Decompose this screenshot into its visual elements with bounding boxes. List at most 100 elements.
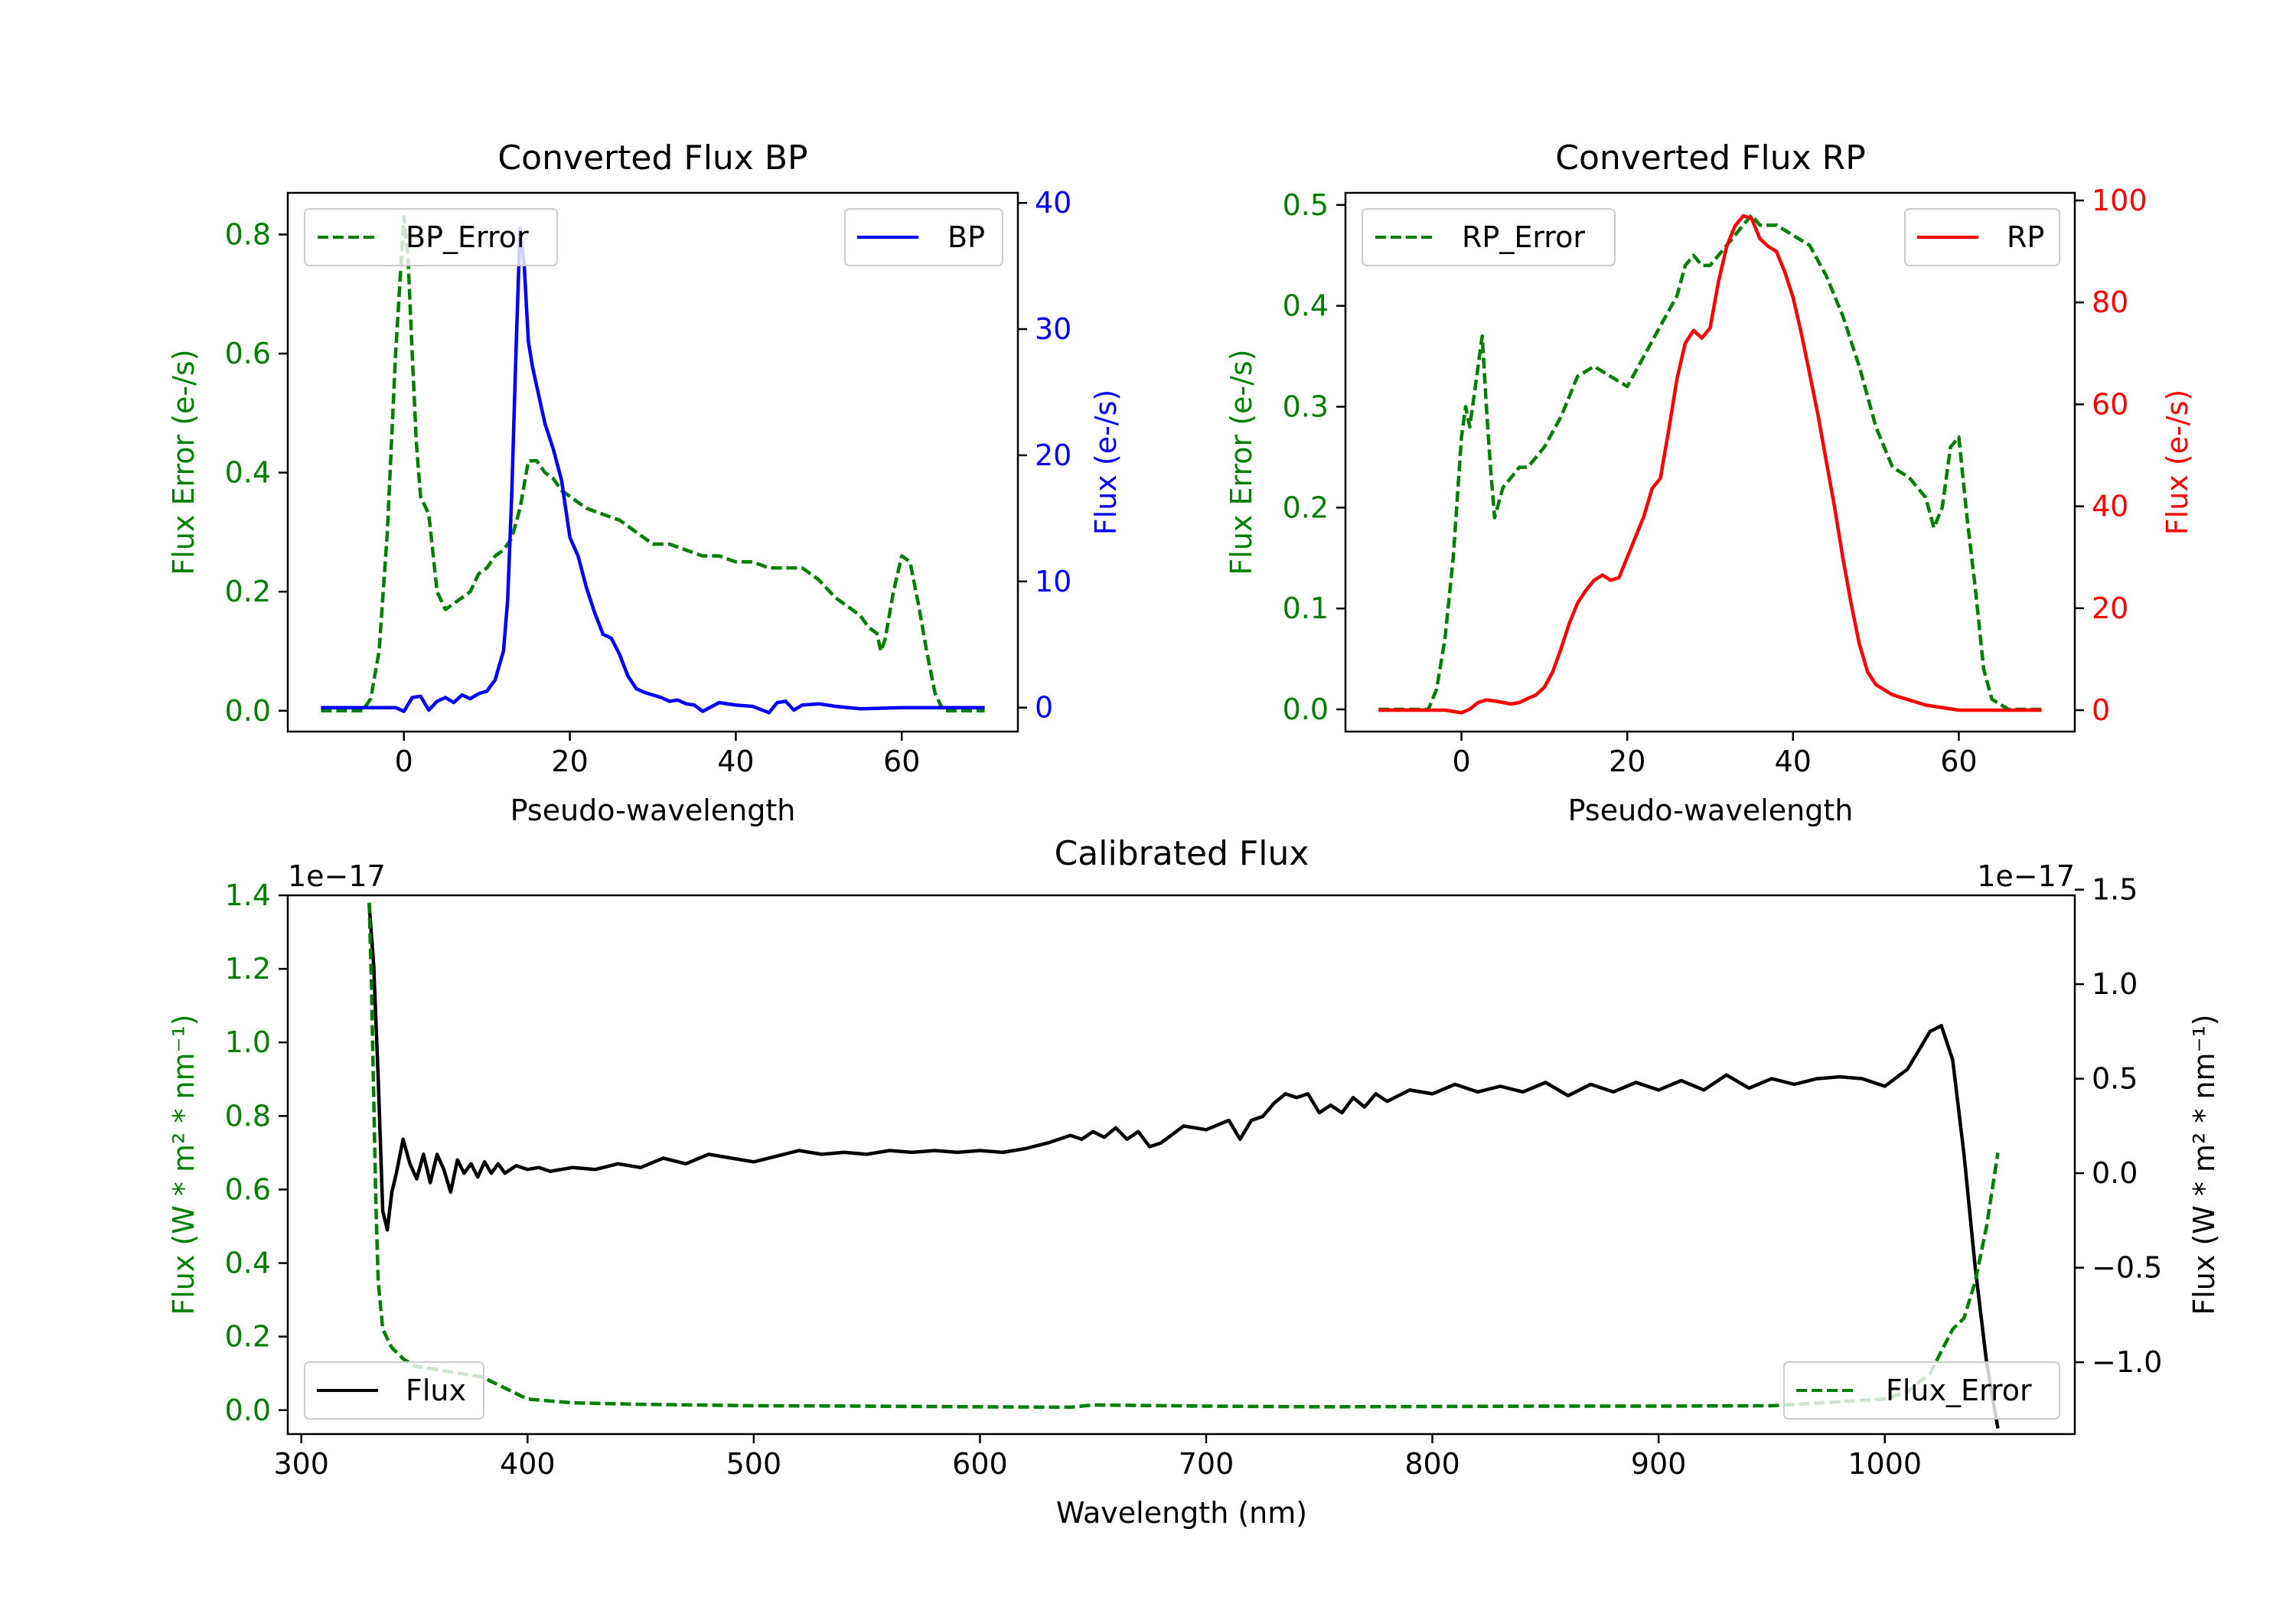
cal-ytick-left-label: 1.4 <box>225 878 271 912</box>
cal-yticks-right: −1.0 −0.5 0.0 0.5 1.0 1.5 <box>2075 873 2162 1379</box>
rp-xtick-label: 20 <box>1609 745 1645 778</box>
rp-ytick-right-label: 40 <box>2092 490 2128 523</box>
bp-series-bp-error-line <box>321 214 985 713</box>
bp-ylabel-left: Flux Error (e-/s) <box>167 349 201 575</box>
bp-ytick-right-label: 10 <box>1035 565 1071 598</box>
cal-ytick-left-label: 0.2 <box>225 1320 271 1354</box>
rp-legend-flux-label: RP <box>2007 220 2044 254</box>
cal-legend-flux: Flux <box>304 1361 484 1420</box>
cal-legend-error-label: Flux_Error <box>1886 1374 2032 1407</box>
bp-legend-error: BP_Error <box>304 208 558 266</box>
cal-ytick-right-label: −1.0 <box>2092 1345 2162 1379</box>
cal-ylabel-right: Flux (W * m² * nm⁻¹) <box>2187 1014 2221 1315</box>
bp-xtick-label: 20 <box>551 745 588 778</box>
rp-ytick-left-label: 0.5 <box>1283 188 1329 222</box>
cal-ytick-right-label: 0.5 <box>2092 1062 2138 1096</box>
cal-ytick-right-label: 0.0 <box>2092 1156 2138 1190</box>
cal-yticks-left: 0.0 0.2 0.4 0.6 0.8 1.0 1.2 1.4 <box>225 878 288 1427</box>
cal-xtick-label: 500 <box>726 1447 782 1481</box>
rp-ytick-right-label: 0 <box>2092 693 2110 727</box>
bp-ytick-left-label: 0.2 <box>225 575 271 608</box>
rp-ytick-right-label: 100 <box>2092 184 2148 217</box>
rp-legend-flux: RP <box>1904 208 2060 266</box>
cal-xtick-label: 1000 <box>1848 1447 1922 1481</box>
rp-series-rp-error-line <box>1378 213 2042 712</box>
bp-ytick-left-label: 0.4 <box>225 456 271 490</box>
rp-series-rp-line <box>1378 214 2042 715</box>
cal-xtick-label: 400 <box>500 1447 556 1481</box>
bp-ylabel-right: Flux (e-/s) <box>1089 390 1123 535</box>
rp-ytick-right-label: 60 <box>2092 387 2128 421</box>
bp-xticks: 0 20 40 60 <box>395 732 920 778</box>
rp-xtick-label: 0 <box>1453 745 1471 778</box>
panel-calibrated: Calibrated Flux 1e−17 1e−17 300 400 500 600… <box>167 834 2221 1530</box>
bp-xtick-label: 40 <box>717 745 754 778</box>
rp-series-layer <box>1378 213 2042 715</box>
rp-legend-error: RP_Error <box>1362 208 1616 266</box>
cal-ytick-left-label: 0.6 <box>225 1172 271 1206</box>
cal-ytick-right-label: 1.0 <box>2092 967 2138 1001</box>
cal-title: Calibrated Flux <box>1055 834 1309 873</box>
bp-ytick-right-label: 30 <box>1035 312 1071 346</box>
cal-xtick-label: 900 <box>1631 1447 1687 1481</box>
rp-ytick-right-label: 20 <box>2092 592 2128 625</box>
cal-ytick-right-label: 1.5 <box>2092 873 2138 907</box>
bp-ytick-left-label: 0.8 <box>225 217 271 251</box>
cal-series-flux-line <box>367 905 2000 1429</box>
rp-ytick-left-label: 0.2 <box>1283 491 1329 524</box>
panel-bp: Converted Flux BP 0 20 40 60 0.00.20.40.60.… <box>167 139 1123 827</box>
panel-rp: Converted Flux RP 0 20 40 60 0.00.10.20.30.… <box>1225 139 2194 827</box>
bp-xtick-label: 0 <box>395 745 413 778</box>
cal-ytick-left-label: 1.2 <box>225 952 271 986</box>
bp-ytick-right-label: 0 <box>1035 691 1053 725</box>
cal-legend-error: Flux_Error <box>1783 1361 2060 1420</box>
cal-xlabel: Wavelength (nm) <box>1056 1496 1307 1530</box>
rp-legend-flux-box <box>1904 208 2060 266</box>
cal-xtick-label: 700 <box>1179 1447 1234 1481</box>
rp-ytick-left-label: 0.1 <box>1283 592 1329 625</box>
bp-yticks-right: 0 10 20 30 40 <box>1018 186 1071 725</box>
bp-yticks-left: 0.0 0.2 0.4 0.6 0.8 <box>225 217 288 728</box>
rp-plot-frame <box>1344 191 2076 733</box>
bp-series-layer <box>321 214 985 715</box>
bp-xtick-label: 60 <box>883 745 920 778</box>
cal-offset-left: 1e−17 <box>288 859 386 893</box>
rp-yticks-right: 0 20 40 60 80 100 <box>2075 184 2148 727</box>
bp-title: Converted Flux BP <box>497 139 807 178</box>
cal-plot-frame <box>286 894 2076 1436</box>
rp-xtick-label: 60 <box>1940 745 1977 778</box>
rp-legend-error-label: RP_Error <box>1462 220 1585 254</box>
rp-ytick-left-label: 0.3 <box>1283 390 1329 423</box>
cal-ytick-left-label: 0.4 <box>225 1247 271 1280</box>
cal-xtick-label: 600 <box>952 1447 1008 1481</box>
rp-ylabel-left: Flux Error (e-/s) <box>1225 349 1258 575</box>
bp-legend-flux-box <box>844 208 1003 266</box>
cal-xtick-label: 800 <box>1404 1447 1460 1481</box>
cal-xtick-label: 300 <box>273 1447 329 1481</box>
bp-legend-error-box <box>304 208 558 266</box>
bp-legend-error-label: BP_Error <box>406 220 529 254</box>
rp-ylabel-right: Flux (e-/s) <box>2161 390 2194 535</box>
cal-legend-flux-box <box>304 1361 484 1420</box>
bp-xlabel: Pseudo-wavelength <box>510 794 796 827</box>
bp-legend-flux-label: BP <box>947 220 985 254</box>
bp-ytick-right-label: 20 <box>1035 438 1071 472</box>
cal-ylabel-left: Flux (W * m² * nm⁻¹) <box>167 1014 201 1315</box>
bp-legend-flux: BP <box>844 208 1003 266</box>
rp-legend-error-box <box>1362 208 1616 266</box>
rp-xticks: 0 20 40 60 <box>1453 732 1978 778</box>
cal-ytick-left-label: 1.0 <box>225 1025 271 1059</box>
cal-offset-right: 1e−17 <box>1977 859 2075 893</box>
cal-ytick-left-label: 0.8 <box>225 1099 271 1133</box>
rp-ytick-left-label: 0.0 <box>1283 693 1329 726</box>
cal-ytick-right-label: −0.5 <box>2092 1251 2162 1285</box>
bp-ytick-left-label: 0.0 <box>225 694 271 728</box>
rp-ytick-right-label: 80 <box>2092 285 2128 319</box>
cal-legend-error-box <box>1783 1361 2060 1420</box>
cal-xticks: 300 400 500 600 700 800 900 1000 <box>273 1434 1922 1481</box>
bp-ytick-right-label: 40 <box>1035 186 1071 220</box>
rp-ytick-left-label: 0.4 <box>1283 289 1329 323</box>
rp-xtick-label: 40 <box>1775 745 1812 778</box>
cal-ytick-left-label: 0.0 <box>225 1393 271 1427</box>
